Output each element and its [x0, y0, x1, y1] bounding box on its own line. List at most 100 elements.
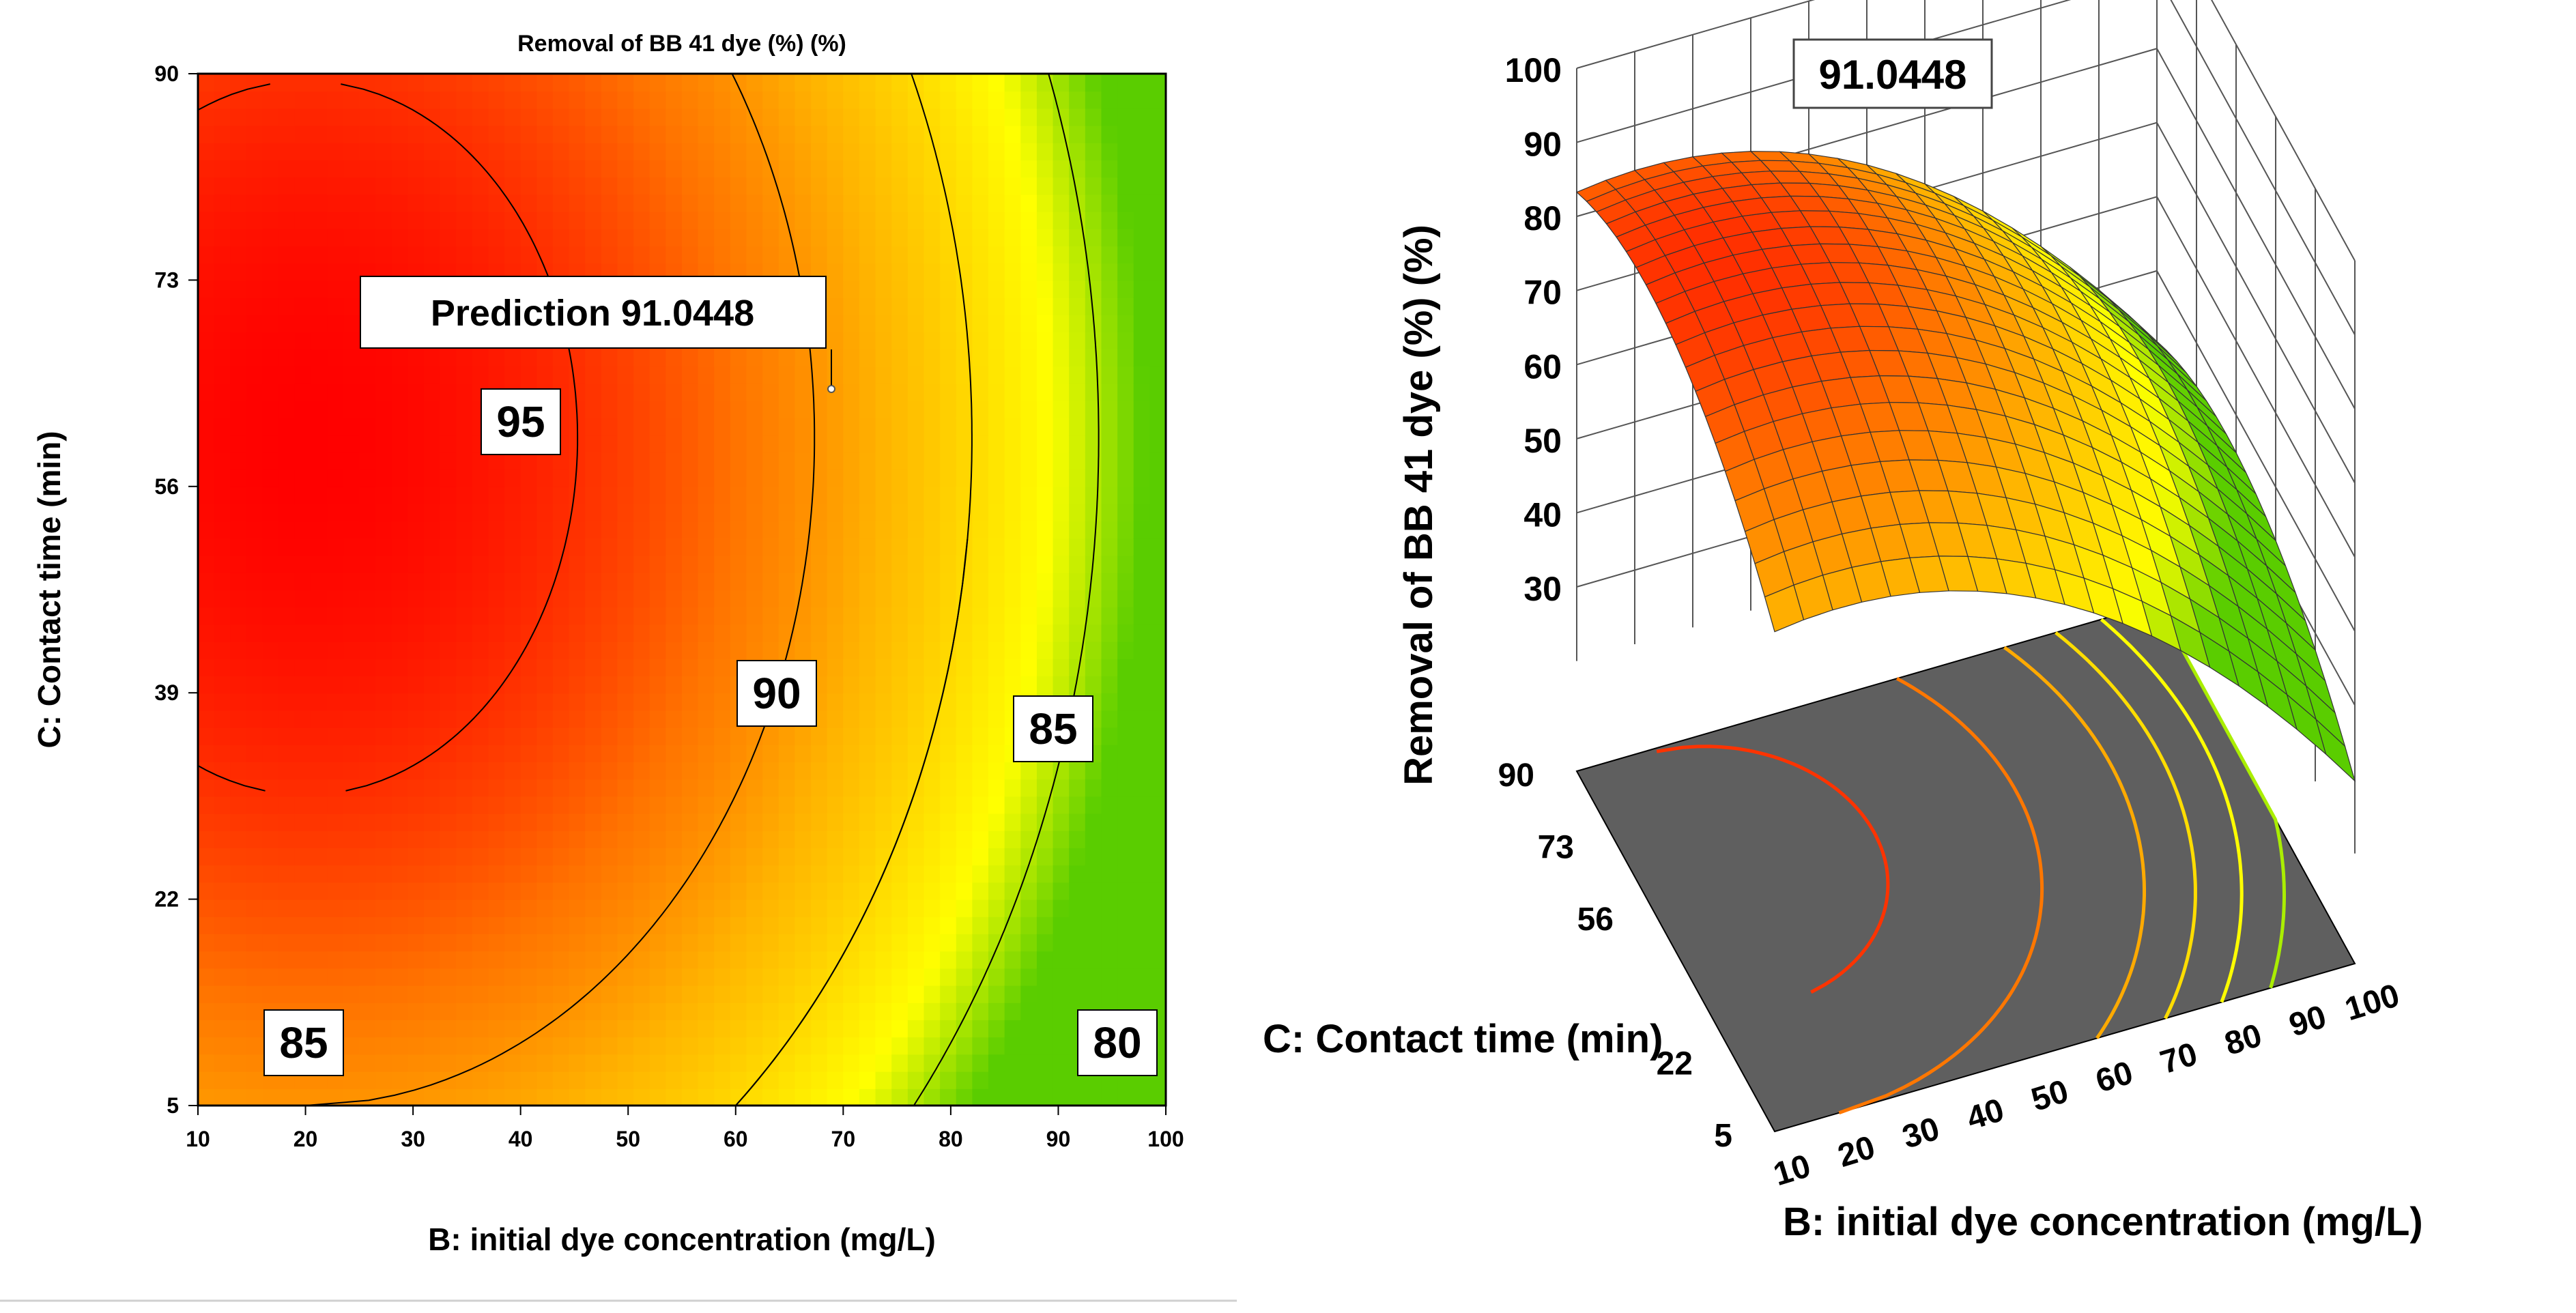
- heatmap-cell: [730, 916, 747, 934]
- heatmap-cell: [1133, 916, 1151, 934]
- heatmap-cell: [391, 521, 409, 539]
- heatmap-cell: [1085, 246, 1102, 264]
- heatmap-cell: [1020, 263, 1037, 281]
- heatmap-cell: [585, 74, 602, 92]
- heatmap-cell: [391, 228, 409, 246]
- heatmap-cell: [488, 108, 506, 126]
- heatmap-cell: [698, 899, 715, 917]
- heatmap-cell: [407, 641, 425, 659]
- heatmap-cell: [907, 194, 925, 212]
- heatmap-cell: [601, 968, 618, 986]
- heatmap-cell: [327, 848, 344, 866]
- heatmap-cell: [472, 1037, 489, 1055]
- heatmap-cell: [827, 658, 844, 676]
- heatmap-cell: [875, 538, 893, 556]
- heatmap-cell: [246, 916, 263, 934]
- heatmap-cell: [859, 641, 876, 659]
- heatmap-cell: [504, 779, 521, 797]
- heatmap-cell: [1020, 951, 1037, 969]
- heatmap-cell: [327, 813, 344, 831]
- heatmap-cell: [1133, 968, 1151, 986]
- contour-x-axis: 10 20 30 40 50 60 70 80 90 100: [186, 1106, 1184, 1151]
- heatmap-cell: [924, 366, 941, 384]
- heatmap-cell: [617, 796, 635, 814]
- heatmap-cell: [294, 383, 312, 401]
- heatmap-cell: [327, 435, 344, 453]
- heatmap-cell: [472, 211, 489, 229]
- heatmap-cell: [1085, 899, 1102, 917]
- heatmap-cell: [375, 108, 392, 126]
- heatmap-cell: [924, 74, 941, 92]
- heatmap-cell: [746, 91, 764, 109]
- heatmap-cell: [762, 951, 779, 969]
- surface-y-axis-label: C: Contact time (min): [1263, 1017, 1663, 1061]
- heatmap-cell: [1101, 211, 1119, 229]
- heatmap-cell: [456, 125, 473, 143]
- heatmap-cell: [488, 779, 506, 797]
- heatmap-cell: [649, 1071, 667, 1089]
- heatmap-cell: [601, 676, 618, 694]
- z-tick-label: 90: [1523, 126, 1562, 164]
- heatmap-cell: [391, 538, 409, 556]
- heatmap-cell: [198, 934, 215, 952]
- heatmap-cell: [246, 951, 263, 969]
- heatmap-cell: [698, 142, 715, 160]
- heatmap-cell: [682, 418, 699, 436]
- heatmap-cell: [601, 125, 618, 143]
- heatmap-cell: [198, 1020, 215, 1038]
- heatmap-cell: [649, 435, 667, 453]
- heatmap-cell: [585, 504, 602, 522]
- heatmap-cell: [456, 658, 473, 676]
- heatmap-cell: [649, 194, 667, 212]
- heatmap-cell: [666, 469, 683, 487]
- heatmap-cell: [423, 572, 441, 590]
- heatmap-cell: [440, 349, 457, 367]
- heatmap-cell: [569, 865, 586, 883]
- heatmap-cell: [714, 796, 731, 814]
- heatmap-cell: [875, 211, 893, 229]
- heatmap-cell: [440, 882, 457, 900]
- heatmap-cell: [746, 1054, 764, 1072]
- contour-x-axis-label: B: initial dye concentration (mg/L): [428, 1222, 936, 1257]
- heatmap-cell: [617, 194, 635, 212]
- heatmap-cell: [1036, 624, 1054, 642]
- heatmap-cell: [198, 1037, 215, 1055]
- heatmap-cell: [423, 142, 441, 160]
- heatmap-cell: [778, 830, 796, 848]
- heatmap-cell: [375, 572, 392, 590]
- heatmap-cell: [1004, 951, 1022, 969]
- heatmap-cell: [359, 486, 376, 504]
- heatmap-cell: [795, 968, 812, 986]
- heatmap-cell: [633, 951, 650, 969]
- heatmap-cell: [311, 400, 328, 418]
- heatmap-cell: [924, 332, 941, 350]
- heatmap-cell: [327, 486, 344, 504]
- heatmap-cell: [1036, 951, 1054, 969]
- heatmap-cell: [1149, 882, 1166, 900]
- heatmap-cell: [440, 211, 457, 229]
- heatmap-cell: [423, 383, 441, 401]
- heatmap-cell: [843, 607, 860, 625]
- heatmap-cell: [1020, 400, 1037, 418]
- heatmap-cell: [1133, 297, 1151, 315]
- heatmap-cell: [472, 865, 489, 883]
- heatmap-cell: [972, 108, 990, 126]
- heatmap-cell: [343, 968, 360, 986]
- heatmap-cell: [795, 194, 812, 212]
- heatmap-cell: [1085, 160, 1102, 178]
- heatmap-cell: [940, 314, 957, 332]
- heatmap-cell: [1020, 607, 1037, 625]
- heatmap-cell: [262, 280, 280, 298]
- heatmap-cell: [875, 435, 893, 453]
- heatmap-cell: [972, 125, 990, 143]
- heatmap-cell: [698, 1071, 715, 1089]
- heatmap-cell: [407, 1054, 425, 1072]
- heatmap-cell: [536, 693, 554, 711]
- heatmap-cell: [714, 1088, 731, 1106]
- heatmap-cell: [472, 1002, 489, 1020]
- heatmap-cell: [746, 899, 764, 917]
- heatmap-cell: [488, 899, 506, 917]
- heatmap-cell: [924, 590, 941, 608]
- heatmap-cell: [359, 142, 376, 160]
- heatmap-cell: [1069, 934, 1086, 952]
